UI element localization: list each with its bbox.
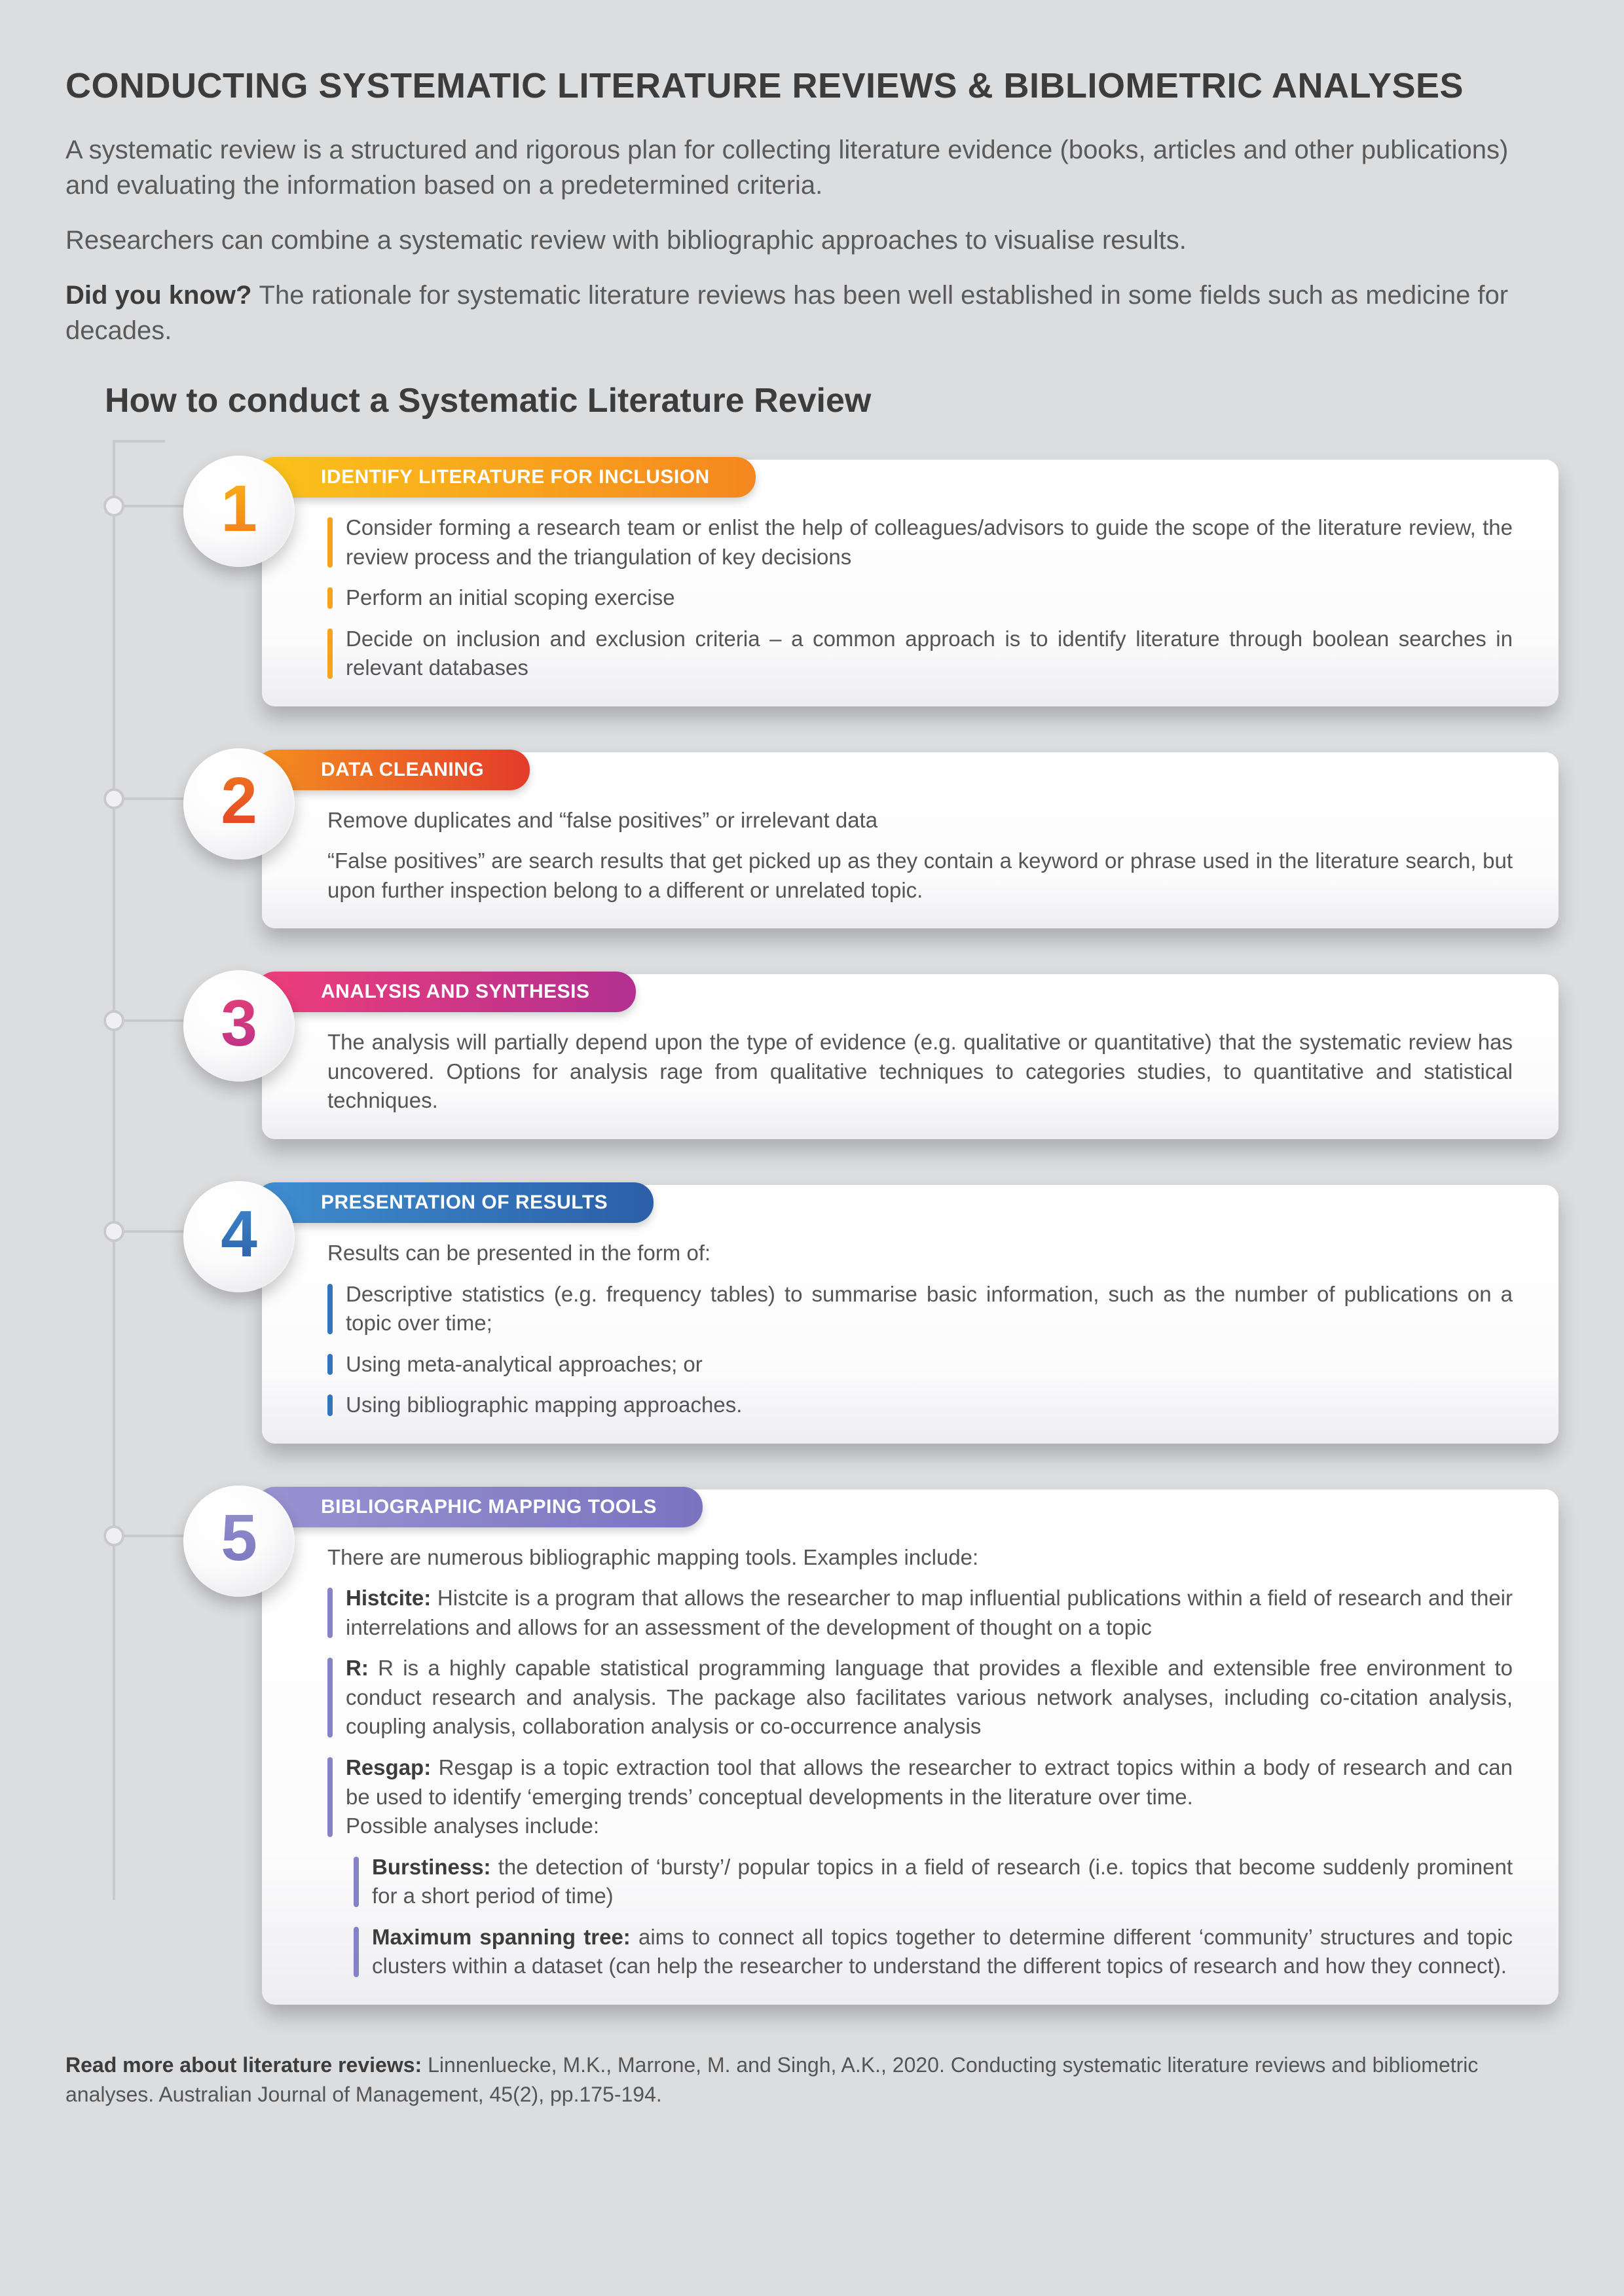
timeline: 1IDENTIFY LITERATURE FOR INCLUSIONConsid… <box>105 440 1559 2005</box>
bullet-bar <box>327 1394 333 1416</box>
step-number: 1 <box>221 471 257 547</box>
step-body: There are numerous bibliographic mapping… <box>262 1527 1559 2005</box>
nested-name: Maximum spanning tree: <box>372 1925 631 1949</box>
bullet-bar <box>327 587 333 609</box>
tool-item: R: R is a highly capable statistical pro… <box>327 1654 1513 1741</box>
tool-name: R: <box>346 1656 369 1680</box>
step-para: Using meta-analytical approaches; or <box>327 1350 1513 1379</box>
step-tab: DATA CLEANING <box>255 750 530 790</box>
step-card: ANALYSIS AND SYNTHESISThe analysis will … <box>262 974 1559 1139</box>
step-para: Remove duplicates and “false positives” … <box>327 806 1513 835</box>
intro-lead: Did you know? <box>65 281 259 310</box>
intro-p1: A systematic review is a structured and … <box>65 132 1559 203</box>
step-para: Descriptive statistics (e.g. frequency t… <box>327 1280 1513 1338</box>
intro-p3: Did you know? The rationale for systemat… <box>65 278 1559 348</box>
step-intro: There are numerous bibliographic mapping… <box>327 1543 1513 1573</box>
intro-block: A systematic review is a structured and … <box>65 132 1559 348</box>
step-number-badge: 2 <box>183 748 295 860</box>
tool-name: Resgap: <box>346 1755 431 1779</box>
bullet-bar <box>327 1354 333 1376</box>
bullet-bar <box>354 1857 359 1907</box>
page-title: CONDUCTING SYSTEMATIC LITERATURE REVIEWS… <box>65 65 1559 106</box>
intro-rest: The rationale for systematic literature … <box>65 281 1508 345</box>
timeline-node <box>103 496 124 517</box>
step-para: Using bibliographic mapping approaches. <box>327 1391 1513 1420</box>
step-card: BIBLIOGRAPHIC MAPPING TOOLSThere are num… <box>262 1489 1559 2005</box>
bullet-bar <box>327 517 333 568</box>
nested-item: Maximum spanning tree: aims to connect a… <box>354 1923 1513 1981</box>
timeline-top-connector <box>113 440 165 443</box>
nested-item: Burstiness: the detection of ‘bursty’/ p… <box>354 1853 1513 1911</box>
timeline-node <box>103 1010 124 1031</box>
footer-citation: Read more about literature reviews: Linn… <box>65 2050 1559 2109</box>
step-para: The analysis will partially depend upon … <box>327 1028 1513 1116</box>
step-para: Consider forming a research team or enli… <box>327 513 1513 572</box>
step-number: 5 <box>221 1501 257 1576</box>
step-number: 2 <box>221 763 257 839</box>
step-1: 1IDENTIFY LITERATURE FOR INCLUSIONConsid… <box>105 460 1559 706</box>
nested-name: Burstiness: <box>372 1855 491 1879</box>
intro-p2: Researchers can combine a systematic rev… <box>65 223 1559 258</box>
step-5: 5BIBLIOGRAPHIC MAPPING TOOLSThere are nu… <box>105 1489 1559 2005</box>
step-card: DATA CLEANINGRemove duplicates and “fals… <box>262 752 1559 929</box>
step-number-badge: 1 <box>183 456 295 567</box>
bullet-bar <box>327 1757 333 1837</box>
step-card: PRESENTATION OF RESULTSResults can be pr… <box>262 1185 1559 1444</box>
step-number: 4 <box>221 1197 257 1272</box>
step-tab: ANALYSIS AND SYNTHESIS <box>255 972 636 1012</box>
bullet-bar <box>327 1658 333 1738</box>
step-body: Results can be presented in the form of:… <box>262 1223 1559 1444</box>
step-para: Perform an initial scoping exercise <box>327 583 1513 613</box>
step-4: 4PRESENTATION OF RESULTSResults can be p… <box>105 1185 1559 1444</box>
step-2: 2DATA CLEANINGRemove duplicates and “fal… <box>105 752 1559 929</box>
step-tab: PRESENTATION OF RESULTS <box>255 1182 654 1223</box>
tool-item: Resgap: Resgap is a topic extraction too… <box>327 1753 1513 1841</box>
bullet-bar <box>327 1588 333 1638</box>
timeline-node <box>103 788 124 809</box>
step-3: 3ANALYSIS AND SYNTHESISThe analysis will… <box>105 974 1559 1139</box>
timeline-node <box>103 1525 124 1546</box>
bullet-bar <box>327 1284 333 1334</box>
step-card: IDENTIFY LITERATURE FOR INCLUSIONConside… <box>262 460 1559 706</box>
step-body: Remove duplicates and “false positives” … <box>262 790 1559 929</box>
tool-item: Histcite: Histcite is a program that all… <box>327 1584 1513 1642</box>
step-body: The analysis will partially depend upon … <box>262 1012 1559 1139</box>
step-para: Results can be presented in the form of: <box>327 1239 1513 1268</box>
step-tab: IDENTIFY LITERATURE FOR INCLUSION <box>255 457 756 498</box>
tool-name: Histcite: <box>346 1586 431 1610</box>
timeline-node <box>103 1221 124 1242</box>
bullet-bar <box>354 1927 359 1977</box>
step-para: “False positives” are search results tha… <box>327 847 1513 905</box>
step-body: Consider forming a research team or enli… <box>262 498 1559 706</box>
step-number: 3 <box>221 986 257 1061</box>
step-number-badge: 5 <box>183 1485 295 1597</box>
step-number-badge: 3 <box>183 970 295 1082</box>
bullet-bar <box>327 629 333 679</box>
step-tab: BIBLIOGRAPHIC MAPPING TOOLS <box>255 1487 703 1527</box>
section-subtitle: How to conduct a Systematic Literature R… <box>105 381 1559 420</box>
footer-lead: Read more about literature reviews: <box>65 2053 428 2077</box>
step-number-badge: 4 <box>183 1181 295 1292</box>
step-para: Decide on inclusion and exclusion criter… <box>327 625 1513 683</box>
